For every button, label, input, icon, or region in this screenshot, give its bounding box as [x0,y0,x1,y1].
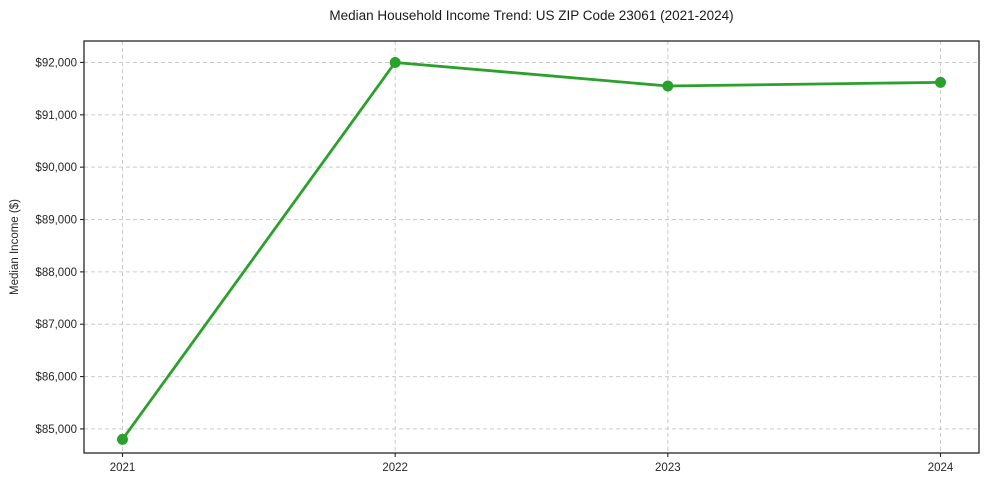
y-tick-label: $89,000 [35,215,77,227]
x-tick-label: 2021 [110,462,136,474]
x-tick-label: 2024 [928,462,954,474]
y-tick-label: $85,000 [35,424,77,436]
y-tick-label: $88,000 [35,267,77,279]
y-tick-label: $92,000 [35,57,77,69]
data-point [117,433,128,445]
y-tick-label: $90,000 [35,162,77,174]
y-tick-label: $91,000 [35,110,77,122]
y-tick-label: $87,000 [35,319,77,331]
x-tick-label: 2023 [655,462,681,474]
y-tick-label: $86,000 [35,372,77,384]
chart-title: Median Household Income Trend: US ZIP Co… [329,8,734,23]
trend-line [121,61,942,441]
data-point [935,76,946,88]
data-point [662,80,674,92]
data-point [389,56,401,68]
plot-border [83,40,980,454]
x-tick-label: 2022 [382,462,408,474]
